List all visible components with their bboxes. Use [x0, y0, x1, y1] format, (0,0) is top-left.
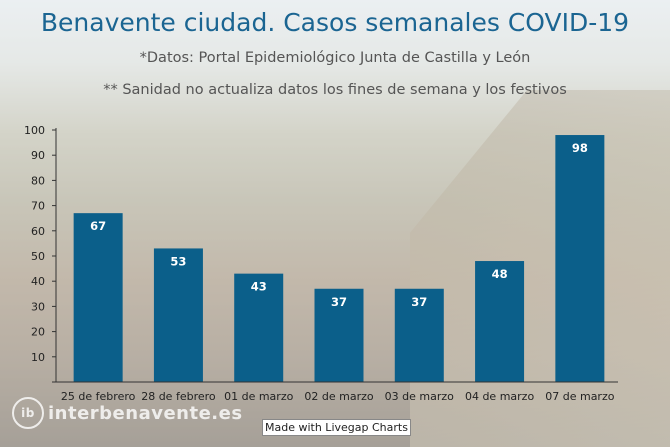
bar-value-label: 98	[572, 141, 588, 155]
y-tick-label: 10	[31, 351, 45, 364]
bar	[234, 273, 284, 382]
bar-value-label: 37	[411, 295, 427, 309]
x-tick-label: 28 de febrero	[141, 390, 216, 403]
y-tick-label: 30	[31, 300, 45, 313]
x-tick-label: 01 de marzo	[224, 390, 293, 403]
y-axis: 10 20 30 40 50 60 70 80 90 100	[24, 124, 57, 382]
bar	[394, 288, 444, 382]
y-tick-label: 60	[31, 225, 45, 238]
bars: 67 53 43 37 37 48 98	[73, 135, 605, 382]
bar-value-label: 67	[90, 219, 106, 233]
x-tick-label: 04 de marzo	[465, 390, 534, 403]
x-tick-label: 07 de marzo	[545, 390, 614, 403]
bar-value-label: 53	[170, 254, 186, 268]
y-tick-label: 70	[31, 200, 45, 213]
bar-value-label: 37	[331, 295, 347, 309]
y-tick-label: 80	[31, 174, 45, 187]
chart-note: ** Sanidad no actualiza datos los fines …	[103, 82, 567, 98]
bar	[153, 248, 203, 382]
logo-mark: ib	[12, 397, 44, 429]
bar	[475, 261, 525, 382]
y-tick-label: 20	[31, 326, 45, 339]
bar	[314, 288, 364, 382]
bar-value-label: 43	[251, 280, 267, 294]
bar	[555, 135, 605, 382]
bar-value-label: 48	[492, 267, 508, 281]
watermark-logo: ib interbenavente.es	[12, 397, 243, 429]
chart-title: Benavente ciudad. Casos semanales COVID-…	[40, 8, 630, 37]
x-tick-label: 25 de febrero	[61, 390, 136, 403]
x-tick-label: 03 de marzo	[385, 390, 454, 403]
chart-subtitle: *Datos: Portal Epidemiológico Junta de C…	[139, 50, 531, 66]
credit-link[interactable]: Made with Livegap Charts	[262, 419, 411, 436]
bar	[73, 213, 123, 382]
x-axis: 25 de febrero 28 de febrero 01 de marzo 02 …	[52, 381, 618, 403]
y-tick-label: 50	[31, 250, 45, 263]
y-tick-label: 90	[31, 149, 45, 162]
logo-text: interbenavente.es	[48, 402, 243, 424]
y-tick-label: 100	[24, 124, 45, 137]
y-tick-label: 40	[31, 275, 45, 288]
x-tick-label: 02 de marzo	[304, 390, 373, 403]
